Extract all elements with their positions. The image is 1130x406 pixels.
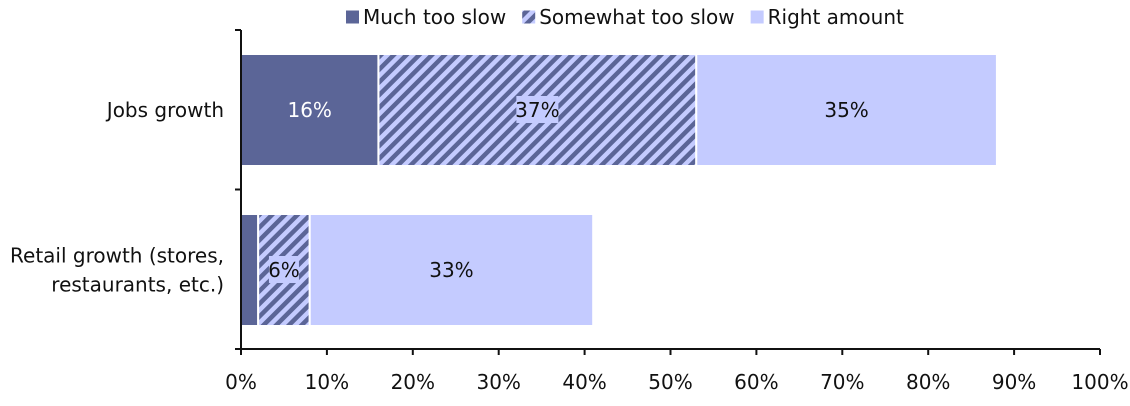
- legend-label-2: Somewhat too slow: [539, 5, 734, 29]
- bar-label-bg-1-2: [516, 96, 559, 123]
- x-tick-label-3: 20%: [391, 370, 435, 394]
- bar-segment-2-3: [308, 213, 595, 327]
- x-tick-label-5: 40%: [562, 370, 606, 394]
- category-label-1-line-1: Jobs growth: [105, 98, 224, 122]
- legend: Much too slow Somewhat too slow Right amou…: [346, 5, 904, 29]
- category-label-2-line-2: restaurants, etc.): [51, 273, 224, 297]
- x-tick-label-2: 10%: [305, 370, 349, 394]
- legend-label-1: Much too slow: [363, 5, 506, 29]
- labels: Jobs growth Retail growth (stores, restaur…: [10, 98, 224, 297]
- bar-value-label-2-2: 6%: [268, 258, 300, 282]
- bar-segment-1-3: [695, 53, 998, 167]
- bar-value-label-2-3: 33%: [429, 258, 473, 282]
- x-tick-label-6: 50%: [648, 370, 692, 394]
- x-tick-label-9: 80%: [906, 370, 950, 394]
- bars: 16% 37% 35% 6% 33%: [240, 53, 998, 327]
- bar-segment-1-1: [240, 53, 380, 167]
- x-tick-label-7: 60%: [734, 370, 778, 394]
- x-tick-label-1: 0%: [225, 370, 257, 394]
- legend-swatch-2: [522, 10, 536, 24]
- x-tick-label-11: 100%: [1071, 370, 1128, 394]
- axes: 0% 10% 20% 30% 40% 50% 60% 70% 80% 90% 100%: [225, 29, 1129, 394]
- x-tick-label-4: 30%: [476, 370, 520, 394]
- x-tick-label-10: 90%: [992, 370, 1036, 394]
- bar-value-label-1-3: 35%: [824, 98, 868, 122]
- legend-swatch-1: [346, 10, 359, 24]
- bar-value-label-1-1: 16%: [287, 98, 331, 122]
- category-label-2-line-1: Retail growth (stores,: [10, 244, 224, 268]
- bar-value-label-1-2: 37%: [515, 98, 559, 122]
- legend-swatch-3: [750, 10, 764, 24]
- bar-label-bg-2-2: [268, 256, 299, 283]
- x-tick-label-8: 70%: [820, 370, 864, 394]
- bar-segment-2-1: [240, 213, 260, 327]
- legend-label-3: Right amount: [768, 5, 904, 29]
